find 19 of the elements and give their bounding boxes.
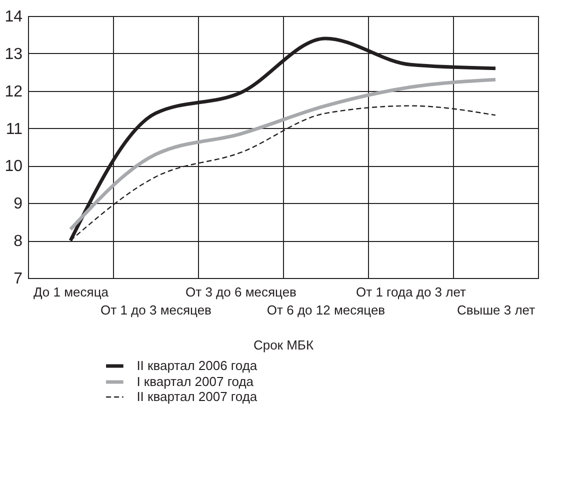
y-tick-label: 7 xyxy=(14,270,23,288)
x-axis-title: Срок МБК xyxy=(253,338,314,352)
y-tick-label: 9 xyxy=(14,196,23,213)
legend-label: I квартал 2007 года xyxy=(136,374,254,389)
y-tick-label: 12 xyxy=(4,83,23,100)
y-tick-label: 13 xyxy=(4,46,23,63)
y-tick-label: 14 xyxy=(4,8,23,26)
x-tick-label: От 6 до 12 месяцев xyxy=(266,302,386,318)
x-tick-label: До 1 месяца xyxy=(33,284,110,300)
y-tick-label: 8 xyxy=(14,233,23,250)
y-tick-label: 10 xyxy=(4,158,23,176)
x-tick-label: От 1 года до 3 лет xyxy=(356,284,466,300)
x-tick-label: От 1 до 3 месяцев xyxy=(100,302,212,318)
legend-label: II квартал 2007 года xyxy=(136,389,258,404)
legend-label: II квартал 2006 года xyxy=(136,358,258,373)
x-tick-label: От 3 до 6 месяцев xyxy=(186,284,297,300)
x-tick-label: Свыше 3 лет xyxy=(456,302,536,318)
line-series xyxy=(68,78,498,232)
y-tick-label: 11 xyxy=(6,120,23,138)
